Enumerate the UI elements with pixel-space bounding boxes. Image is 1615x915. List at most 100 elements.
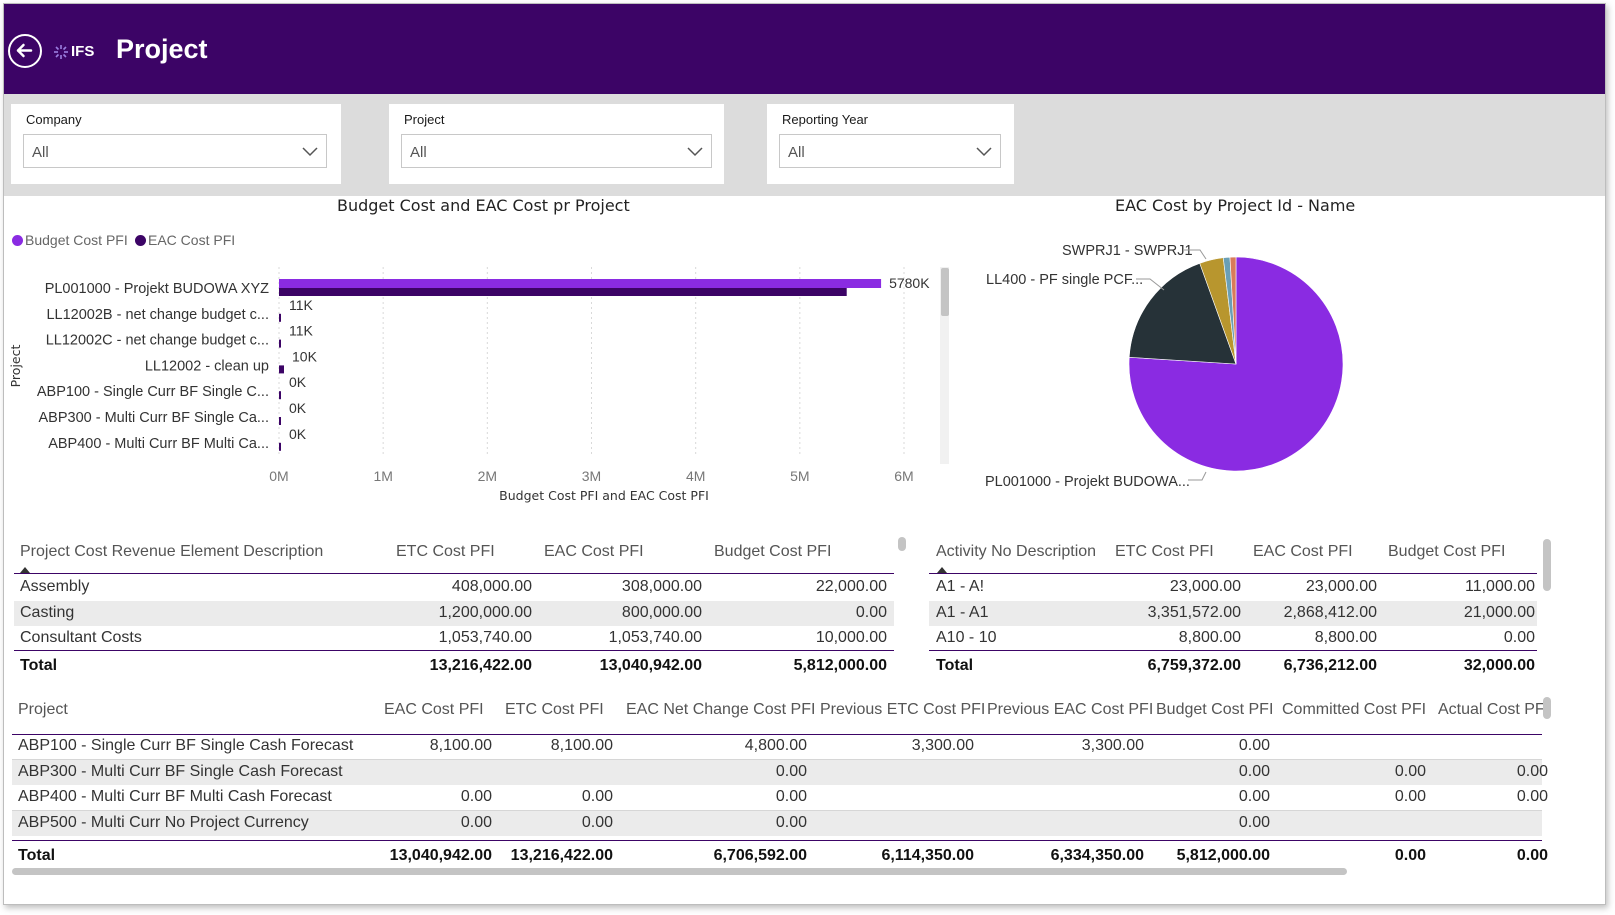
dropdown-value: All bbox=[32, 144, 49, 161]
page-title: Project bbox=[116, 34, 208, 64]
data-label: 11K bbox=[289, 323, 314, 339]
column-header[interactable]: EAC Cost PFI bbox=[384, 701, 484, 718]
sort-ascending-icon bbox=[937, 567, 947, 573]
header-divider bbox=[14, 573, 894, 574]
row-divider bbox=[12, 758, 1542, 760]
table3-hscrollbar[interactable] bbox=[12, 868, 1347, 875]
total-cell: 6,706,592.00 bbox=[713, 847, 807, 864]
x-axis-title: Budget Cost PFI and EAC Cost PFI bbox=[499, 488, 709, 503]
table-cell: 23,000.00 bbox=[1305, 578, 1377, 595]
x-tick-label: 2M bbox=[478, 468, 497, 484]
cost-element-table: Project Cost Revenue Element Description… bbox=[14, 536, 894, 686]
table3-vscrollbar[interactable] bbox=[1543, 697, 1551, 719]
table1-scrollbar[interactable] bbox=[898, 537, 906, 551]
column-header[interactable]: Previous ETC Cost PFI bbox=[820, 701, 986, 718]
table-cell: 0.00 bbox=[1238, 788, 1270, 805]
total-divider bbox=[929, 650, 1537, 651]
pie-label: SWPRJ1 - SWPRJ1 bbox=[1062, 243, 1193, 259]
legend-budget[interactable]: Budget Cost PFI bbox=[12, 232, 128, 248]
table-cell: 0.00 bbox=[855, 603, 887, 621]
column-header[interactable]: Budget Cost PFI bbox=[1388, 543, 1506, 560]
table-cell: 1,053,740.00 bbox=[438, 629, 532, 646]
table-cell: 2,868,412.00 bbox=[1283, 603, 1377, 621]
table-row: A10 - 10 bbox=[936, 629, 997, 646]
table2-scrollbar[interactable] bbox=[1543, 539, 1551, 591]
column-header[interactable]: ETC Cost PFI bbox=[505, 701, 604, 718]
column-header[interactable]: Actual Cost PFI bbox=[1438, 701, 1550, 718]
x-tick-label: 0M bbox=[269, 468, 288, 484]
total-cell: 6,736,212.00 bbox=[1283, 657, 1377, 674]
filter-bar: Company All Project All Reporting Year A… bbox=[4, 94, 1605, 196]
chevron-down-icon bbox=[976, 147, 992, 157]
table-cell: 8,800.00 bbox=[1178, 629, 1241, 646]
category-label: ABP300 - Multi Curr BF Single Ca... bbox=[39, 410, 269, 426]
column-header[interactable]: Committed Cost PFI bbox=[1282, 701, 1427, 718]
table-cell: 23,000.00 bbox=[1169, 578, 1241, 595]
company-dropdown[interactable]: All bbox=[23, 134, 327, 168]
table-row: ABP500 - Multi Curr No Project Currency bbox=[18, 813, 309, 831]
back-button[interactable] bbox=[8, 34, 42, 68]
x-tick-label: 1M bbox=[373, 468, 392, 484]
table-cell: 0.00 bbox=[1503, 629, 1535, 646]
data-label: 0K bbox=[289, 374, 307, 390]
project-slicer: Project All bbox=[389, 104, 724, 184]
pie-slice bbox=[1229, 256, 1237, 365]
column-header[interactable]: EAC Cost PFI bbox=[544, 543, 644, 560]
slicer-title: Project bbox=[404, 112, 445, 127]
total-cell: 6,114,350.00 bbox=[881, 847, 974, 864]
reporting-year-dropdown[interactable]: All bbox=[779, 134, 1001, 168]
project-dropdown[interactable]: All bbox=[401, 134, 712, 168]
column-header[interactable]: EAC Cost PFI bbox=[1253, 543, 1353, 560]
pie-chart: SWPRJ1 - SWPRJ1 LL400 - PF single PCF... P… bbox=[985, 243, 1344, 490]
ifs-logo: IFS bbox=[53, 41, 99, 63]
table-row: Consultant Costs bbox=[20, 629, 142, 646]
table-cell: 11,000.00 bbox=[1465, 578, 1535, 595]
eac-bar bbox=[279, 313, 281, 322]
table-cell: 0.00 bbox=[775, 813, 807, 831]
table-cell: 0.00 bbox=[775, 788, 807, 805]
column-header[interactable]: ETC Cost PFI bbox=[1115, 543, 1214, 560]
legend-label: Budget Cost PFI bbox=[25, 232, 128, 248]
budget-bar bbox=[279, 279, 882, 288]
table-cell: 1,053,740.00 bbox=[608, 629, 702, 646]
bar-chart-title: Budget Cost and EAC Cost pr Project bbox=[337, 196, 630, 215]
eac-bar bbox=[279, 442, 281, 451]
slicer-title: Reporting Year bbox=[782, 112, 869, 127]
data-label: 0K bbox=[289, 426, 307, 442]
column-header[interactable]: ETC Cost PFI bbox=[396, 543, 495, 560]
data-label: 5780K bbox=[889, 275, 930, 291]
header-divider bbox=[12, 734, 1542, 735]
table-cell: 22,000.00 bbox=[815, 578, 887, 595]
y-axis-title: Project bbox=[8, 345, 23, 388]
column-header[interactable]: Activity No Description bbox=[936, 543, 1097, 560]
row-band bbox=[14, 600, 894, 626]
column-header[interactable]: Project bbox=[18, 701, 68, 718]
total-label: Total bbox=[20, 657, 58, 674]
column-header[interactable]: Budget Cost PFI bbox=[714, 543, 832, 560]
category-label: ABP100 - Single Curr BF Single C... bbox=[37, 384, 269, 400]
legend-eac[interactable]: EAC Cost PFI bbox=[135, 232, 235, 248]
arrow-left-icon bbox=[16, 43, 33, 58]
table-cell: 0.00 bbox=[581, 788, 613, 805]
category-label: LL12002B - net change budget c... bbox=[46, 307, 269, 323]
row-band bbox=[12, 759, 1542, 785]
x-tick-label: 3M bbox=[582, 468, 601, 484]
total-cell: 0.00 bbox=[1394, 847, 1426, 864]
data-label: 10K bbox=[292, 348, 318, 364]
table-cell: 10,000.00 bbox=[815, 629, 887, 646]
table-row: A1 - A1 bbox=[936, 603, 989, 621]
table-cell: 3,300.00 bbox=[1081, 737, 1144, 754]
column-header[interactable]: EAC Net Change Cost PFI bbox=[626, 701, 816, 718]
reporting-year-slicer: Reporting Year All bbox=[767, 104, 1014, 184]
table-cell: 1,200,000.00 bbox=[438, 603, 532, 621]
dropdown-value: All bbox=[410, 144, 427, 161]
data-label: 0K bbox=[289, 400, 307, 416]
column-header[interactable]: Previous EAC Cost PFI bbox=[987, 701, 1154, 718]
category-label: LL12002 - clean up bbox=[145, 358, 269, 374]
column-header[interactable]: Project Cost Revenue Element Description bbox=[20, 543, 324, 560]
leader-line bbox=[1188, 471, 1207, 481]
table-cell: 8,100.00 bbox=[550, 737, 613, 754]
total-cell: 0.00 bbox=[1516, 847, 1548, 864]
column-header[interactable]: Budget Cost PFI bbox=[1156, 701, 1274, 718]
x-tick-label: 4M bbox=[686, 468, 705, 484]
